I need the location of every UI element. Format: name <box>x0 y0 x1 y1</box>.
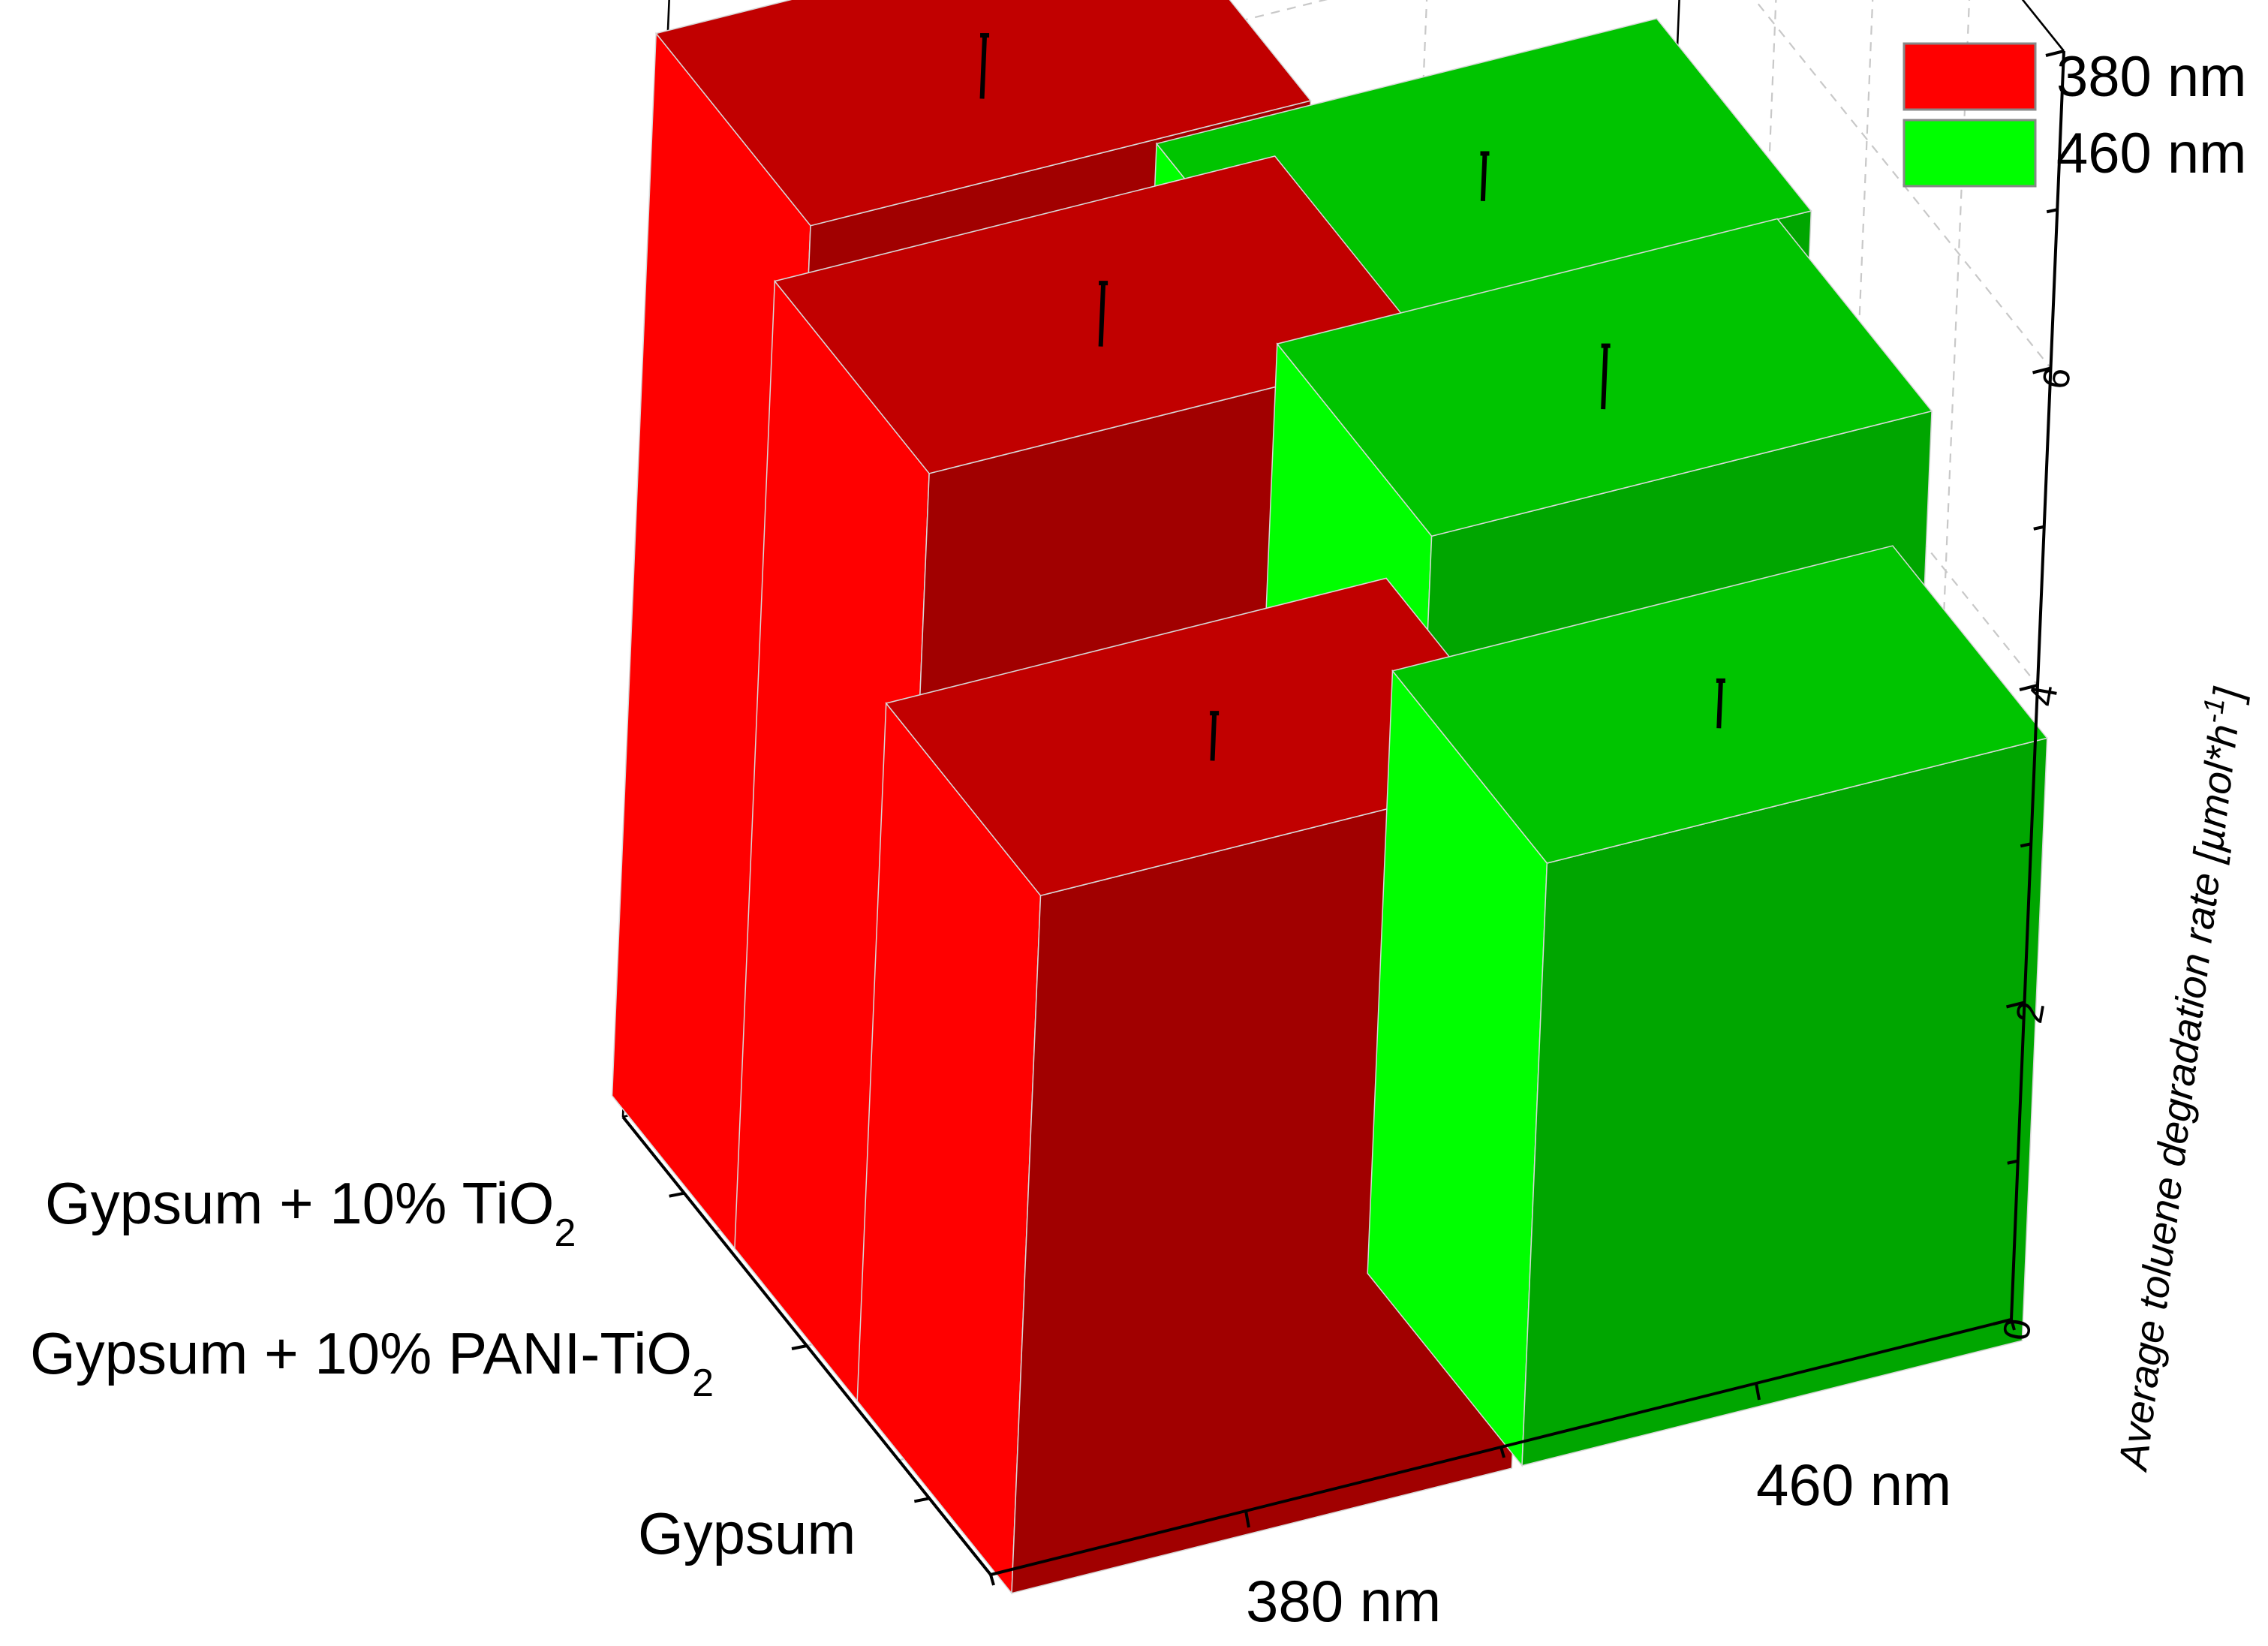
bars <box>611 0 2049 1595</box>
x-tick <box>1244 1510 1250 1528</box>
z-tick <box>2033 525 2045 531</box>
z-tick <box>2045 50 2065 57</box>
error-bar <box>1480 153 1487 201</box>
depth-label-pani: Gypsum + 10% PANI-TiO2 <box>30 1320 714 1405</box>
z-tick <box>2006 1001 2025 1009</box>
z-tick-label: 4 <box>2021 682 2066 709</box>
error-bar <box>1210 713 1217 761</box>
z-axis-title: Average toluene degradation rate [µmol*h… <box>2105 684 2251 1475</box>
legend-swatch-460 <box>1903 119 2037 188</box>
bar-gypsum-460nm <box>1367 545 2049 1467</box>
x-tick <box>1499 1446 1505 1458</box>
legend-label-460: 460 nm <box>2056 122 2247 185</box>
error-bar <box>1098 283 1106 347</box>
z-tick <box>2032 366 2051 375</box>
x-label-380: 380 nm <box>1246 1568 1441 1634</box>
depth-label-tio2: Gypsum + 10% TiO2 <box>45 1170 576 1255</box>
z-tick <box>2019 684 2038 691</box>
x-tick <box>2010 1319 2016 1331</box>
legend-swatch-380 <box>1903 42 2037 111</box>
error-bar <box>979 35 988 99</box>
depth-tick <box>913 1497 930 1503</box>
z-tick <box>1993 1318 2012 1326</box>
bar-top-face <box>654 0 1312 227</box>
x-tick <box>989 1574 995 1586</box>
depth-tick <box>669 1191 685 1198</box>
legend-label-380: 380 nm <box>2056 45 2247 109</box>
depth-label-gypsum: Gypsum <box>638 1500 856 1566</box>
error-bar <box>1716 680 1723 729</box>
x-tick <box>1755 1383 1761 1401</box>
depth-tick <box>791 1344 808 1350</box>
legend: 380 nm 460 nm <box>1903 42 2247 188</box>
error-bar <box>1601 345 1608 410</box>
z-tick-label: 6 <box>2034 364 2079 392</box>
z-tick <box>2007 1159 2019 1165</box>
x-label-460: 460 nm <box>1756 1452 1951 1518</box>
z-tick <box>2020 842 2032 848</box>
z-tick <box>2046 208 2058 214</box>
